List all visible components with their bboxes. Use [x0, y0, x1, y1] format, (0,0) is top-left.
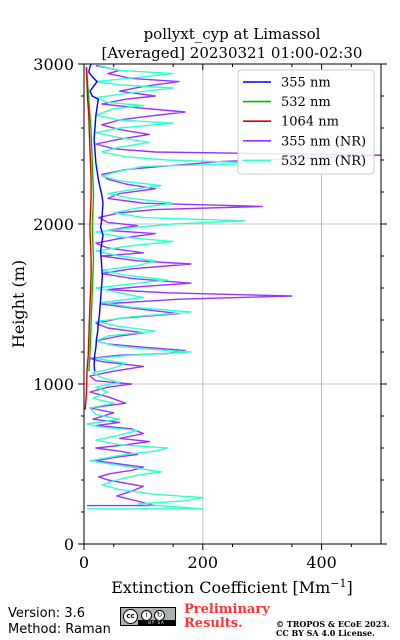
series-line-532-nm-nr	[86, 64, 263, 510]
x-tick-label: 200	[188, 553, 219, 572]
y-tick-label: 0	[64, 535, 74, 554]
legend-label: 355 nm (NR)	[281, 134, 366, 149]
copyright-notice: © TROPOS & ECoE 2023. CC BY SA 4.0 Licen…	[276, 619, 390, 638]
version-text: Version: 3.6	[8, 606, 85, 621]
preliminary-notice: Preliminary Results.	[184, 602, 270, 631]
series-line-355-nm-nr	[87, 64, 381, 507]
legend-box	[237, 69, 375, 175]
y-tick-label: 1000	[33, 375, 74, 394]
chart-subtitle: [Averaged] 20230321 01:00-02:30	[102, 44, 363, 62]
series-layer	[84, 64, 381, 510]
chart-title: pollyxt_cyp at Limassol	[144, 25, 321, 43]
cc-strip-label: BY SA	[138, 620, 175, 625]
y-axis-label: Height (m)	[9, 260, 28, 348]
x-axis-label: Extinction Coefficient [Mm−1]	[111, 577, 353, 597]
cc-license-badge: cc i ↻ BY SA	[120, 607, 176, 626]
y-axis-ticks: 0 1000 2000 3000	[33, 55, 387, 554]
method-text: Method: Raman	[8, 622, 111, 637]
series-line-532-nm	[85, 67, 95, 372]
creative-commons-icon: cc	[123, 609, 138, 624]
extinction-profile-chart: pollyxt_cyp at Limassol [Averaged] 20230…	[9, 25, 387, 597]
legend-label: 1064 nm	[281, 115, 339, 130]
x-tick-label: 0	[79, 553, 89, 572]
y-tick-label: 2000	[33, 215, 74, 234]
x-axis-ticks: 0 200 400	[79, 64, 352, 572]
legend-label: 355 nm	[281, 76, 331, 91]
y-tick-label: 3000	[33, 55, 74, 74]
legend: 355 nm 532 nm 1064 nm 355 nm (NR) 532 nm (NR…	[237, 69, 375, 175]
x-tick-label: 400	[306, 553, 337, 572]
legend-label: 532 nm (NR)	[281, 154, 366, 169]
legend-label: 532 nm	[281, 95, 331, 110]
series-line-1064-nm	[84, 67, 92, 410]
footer-info: Version: 3.6 Method: Raman	[8, 606, 111, 638]
series-line-355-nm	[88, 64, 104, 372]
